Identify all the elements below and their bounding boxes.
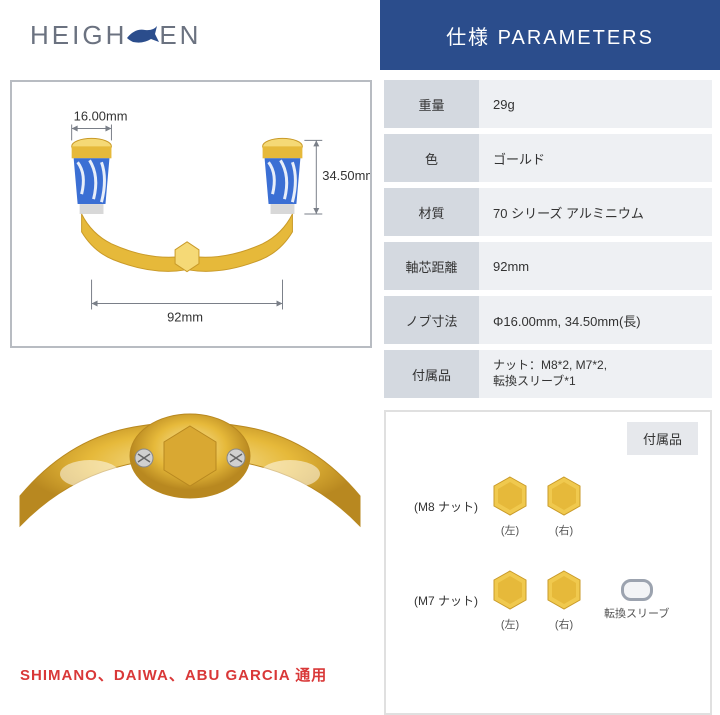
hex-nut-icon — [542, 568, 586, 612]
accessories-badge: 付属品 — [627, 422, 698, 455]
logo-fish-icon — [125, 20, 161, 50]
nut-sublabel: (右) — [555, 522, 573, 538]
spec-value: Φ16.00mm, 34.50mm(長) — [479, 296, 712, 344]
spec-label: 色 — [384, 134, 479, 182]
nut-sublabel: (左) — [501, 616, 519, 632]
acc-row-m8: (M8 ナット) (左) (右) — [398, 474, 698, 538]
spec-label: 付属品 — [384, 350, 479, 398]
logo-text-left: HEIGH — [30, 20, 127, 51]
spec-row-weight: 重量 29g — [384, 80, 712, 128]
spec-value: ナット：M8*2, M7*2, 転換スリーブ*1 — [479, 350, 712, 398]
nut-sublabel: (左) — [501, 522, 519, 538]
spec-label: 重量 — [384, 80, 479, 128]
dim-knob-height: 34.50mm — [322, 168, 370, 183]
spec-label: 材質 — [384, 188, 479, 236]
compatibility-text: SHIMANO、DAIWA、ABU GARCIA 通用 — [20, 664, 327, 685]
spec-row-material: 材質 70 シリーズ アルミニウム — [384, 188, 712, 236]
acc-row-label: (M7 ナット) — [398, 592, 478, 609]
spec-row-span: 軸芯距離 92mm — [384, 242, 712, 290]
logo: HEIGH EN — [0, 0, 380, 70]
hex-nut-icon — [488, 474, 532, 518]
header: HEIGH EN 仕様 PARAMETERS — [0, 0, 720, 70]
acc-row-label: (M8 ナット) — [398, 498, 478, 515]
dim-knob-width: 16.00mm — [74, 109, 128, 124]
spec-row-accessories: 付属品 ナット：M8*2, M7*2, 転換スリーブ*1 — [384, 350, 712, 398]
sleeve-label: 転換スリーブ — [604, 605, 669, 621]
spec-value: 29g — [479, 80, 712, 128]
spec-value: 92mm — [479, 242, 712, 290]
spec-row-knob: ノブ寸法 Φ16.00mm, 34.50mm(長) — [384, 296, 712, 344]
product-photo: SHIMANO、DAIWA、ABU GARCIA 通用 — [0, 356, 380, 715]
spec-label: ノブ寸法 — [384, 296, 479, 344]
spec-value: 70 シリーズ アルミニウム — [479, 188, 712, 236]
acc-row-m7: (M7 ナット) (左) (右) 転換スリーブ — [398, 568, 698, 632]
hex-nut-icon — [488, 568, 532, 612]
accessories-panel: 付属品 (M8 ナット) (左) (右) (M7 — [384, 410, 712, 715]
logo-text-right: EN — [159, 20, 201, 51]
dim-span: 92mm — [167, 309, 203, 324]
spec-value: ゴールド — [479, 134, 712, 182]
page-title: 仕様 PARAMETERS — [380, 0, 720, 70]
spec-label: 軸芯距離 — [384, 242, 479, 290]
sleeve-icon — [621, 579, 653, 601]
dimension-diagram: 16.00mm 34.50mm 92mm — [10, 80, 372, 348]
hex-nut-icon — [542, 474, 586, 518]
spec-row-color: 色 ゴールド — [384, 134, 712, 182]
nut-sublabel: (右) — [555, 616, 573, 632]
